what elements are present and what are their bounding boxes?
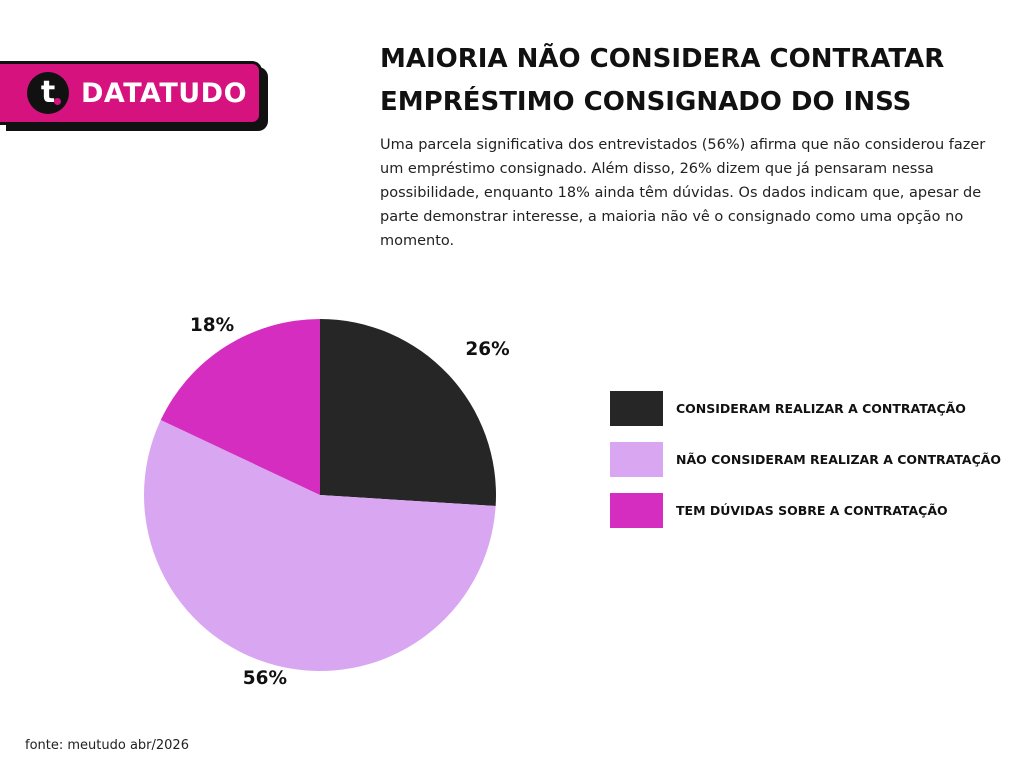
pie-slice-1 bbox=[320, 319, 496, 507]
brand-logo-dot bbox=[54, 98, 61, 105]
pie-slice-2 bbox=[143, 420, 496, 672]
legend-label-3: TEM DÚVIDAS SOBRE A CONTRATAÇÃO bbox=[676, 503, 948, 518]
legend-item-1: CONSIDERAM REALIZAR A CONTRATAÇÃO bbox=[610, 391, 1001, 426]
pie-slice-label-3: 18% bbox=[189, 315, 235, 337]
legend-item-2: NÃO CONSIDERAM REALIZAR A CONTRATAÇÃO bbox=[610, 442, 1001, 477]
brand-name: DATATUDO bbox=[81, 77, 248, 109]
legend-label-1: CONSIDERAM REALIZAR A CONTRATAÇÃO bbox=[676, 401, 966, 416]
legend-item-3: TEM DÚVIDAS SOBRE A CONTRATAÇÃO bbox=[610, 493, 1001, 528]
brand-badge: t DATATUDO bbox=[0, 61, 262, 125]
page-title: MAIORIA NÃO CONSIDERA CONTRATAR EMPRÉSTI… bbox=[380, 38, 1010, 124]
source-note: fonte: meutudo abr/2026 bbox=[25, 738, 189, 753]
page-title-line-2: EMPRÉSTIMO CONSIGNADO DO INSS bbox=[380, 87, 912, 117]
page-title-line-1: MAIORIA NÃO CONSIDERA CONTRATAR bbox=[380, 44, 945, 74]
pie-chart bbox=[143, 319, 496, 672]
pie-slice-3 bbox=[160, 319, 320, 495]
legend-swatch-3 bbox=[610, 493, 663, 528]
page-description: Uma parcela significativa dos entrevista… bbox=[380, 137, 986, 249]
legend-swatch-1 bbox=[610, 391, 663, 426]
legend-swatch-2 bbox=[610, 442, 663, 477]
pie-slice-label-2: 56% bbox=[242, 668, 288, 690]
pie-slice-label-1: 26% bbox=[465, 338, 510, 360]
brand-logo-letter: t bbox=[40, 75, 56, 110]
brand-logo-icon: t bbox=[27, 72, 69, 114]
legend-label-2: NÃO CONSIDERAM REALIZAR A CONTRATAÇÃO bbox=[676, 452, 1002, 467]
chart-legend: CONSIDERAM REALIZAR A CONTRATAÇÃO NÃO CON… bbox=[610, 391, 1001, 544]
